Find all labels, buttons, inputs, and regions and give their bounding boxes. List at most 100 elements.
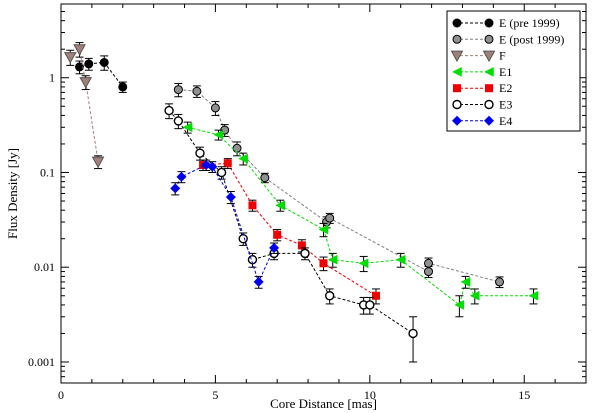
y-axis-title: Flux Density [Jy]	[5, 148, 20, 239]
series-line	[79, 61, 124, 88]
plot-area: 0 5 10 15 0.001 0.01 0.1 1	[28, 3, 587, 402]
data-point	[297, 241, 306, 250]
legend-item: E (post 1999)	[452, 32, 564, 46]
data-point	[173, 116, 184, 126]
legend-item: E1	[451, 65, 512, 79]
series-e1	[182, 121, 539, 318]
data-point	[372, 291, 380, 300]
data-point	[253, 276, 264, 287]
x-axis-title: Core Distance [mas]	[270, 396, 377, 411]
series-e4	[170, 159, 280, 289]
data-point	[84, 59, 94, 69]
legend-marker	[452, 18, 462, 28]
legend-marker	[484, 99, 494, 110]
data-point	[232, 143, 242, 153]
legend-marker	[453, 84, 461, 93]
legend-label: E (pre 1999)	[499, 16, 560, 30]
x-tick-label: 10	[364, 388, 376, 402]
data-point	[408, 328, 418, 339]
data-point	[528, 290, 539, 301]
legend: E (pre 1999) E (post 1999) F E1 E2 E3 E4	[446, 10, 581, 132]
data-point	[495, 277, 505, 287]
legend-label: E3	[499, 98, 512, 112]
data-point	[223, 159, 232, 168]
legend-item: E2	[453, 81, 512, 95]
data-point	[91, 156, 105, 169]
data-point	[424, 267, 433, 277]
legend-marker	[451, 66, 462, 77]
data-point	[319, 259, 328, 268]
data-point	[216, 167, 227, 178]
legend-box	[446, 10, 581, 132]
data-point	[460, 277, 471, 287]
legend-item: E4	[452, 114, 512, 128]
data-point	[182, 122, 193, 133]
data-point	[173, 85, 183, 95]
legend-item: F	[450, 49, 506, 63]
data-point	[170, 183, 181, 194]
data-point	[210, 103, 220, 113]
data-point	[260, 173, 270, 183]
legend-label: E4	[499, 114, 512, 128]
y-axis: 0.001 0.01 0.1 1	[28, 11, 586, 384]
y-tick-label: 0.1	[40, 165, 55, 179]
legend-marker	[485, 84, 493, 93]
data-point	[324, 291, 335, 301]
data-point	[325, 213, 335, 223]
legend-marker	[482, 50, 496, 63]
legend-marker	[484, 34, 494, 44]
x-tick-label: 15	[518, 388, 530, 402]
data-point	[327, 254, 338, 265]
series-f	[63, 42, 105, 170]
data-point	[79, 77, 93, 89]
legend-marker	[452, 115, 462, 126]
data-point	[300, 248, 310, 259]
data-point	[192, 86, 202, 96]
x-tick-label: 0	[58, 388, 64, 402]
legend-item: E (pre 1999)	[452, 16, 560, 30]
data-point	[248, 201, 257, 210]
data-point	[75, 62, 85, 72]
data-point	[269, 242, 280, 253]
data-point	[365, 300, 375, 310]
data-point	[454, 300, 465, 310]
legend-marker	[484, 115, 494, 126]
data-point	[225, 192, 236, 203]
legend-label: F	[499, 49, 506, 63]
data-point	[118, 82, 128, 92]
data-point	[164, 105, 174, 116]
legend-label: E (post 1999)	[499, 32, 564, 46]
series-layer	[63, 42, 539, 363]
legend-item: E3	[452, 98, 512, 112]
y-tick-label: 1	[49, 71, 55, 85]
error-bar	[409, 316, 418, 363]
data-point	[358, 258, 369, 269]
y-tick-label: 0.01	[34, 260, 55, 274]
data-point	[395, 254, 406, 265]
legend-marker	[450, 50, 464, 63]
data-point	[195, 148, 205, 158]
legend-marker	[452, 34, 462, 44]
data-point	[99, 57, 109, 67]
data-point	[73, 44, 86, 56]
legend-marker	[484, 18, 494, 28]
legend-label: E2	[499, 81, 512, 95]
data-point	[238, 153, 248, 164]
series-e-post-1999	[173, 82, 505, 289]
data-point	[213, 129, 224, 140]
legend-marker	[483, 66, 494, 77]
data-point	[207, 161, 218, 172]
data-point	[273, 230, 282, 239]
x-tick-label: 5	[212, 388, 218, 402]
legend-marker	[452, 99, 462, 110]
data-point	[318, 224, 329, 235]
series-e3	[164, 103, 418, 363]
data-point	[469, 290, 480, 301]
legend-label: E1	[499, 65, 512, 79]
data-point	[63, 52, 77, 64]
data-point	[424, 258, 433, 268]
y-tick-label: 0.001	[28, 355, 55, 369]
data-point	[238, 234, 248, 244]
series-e-pre-1999	[75, 55, 128, 93]
